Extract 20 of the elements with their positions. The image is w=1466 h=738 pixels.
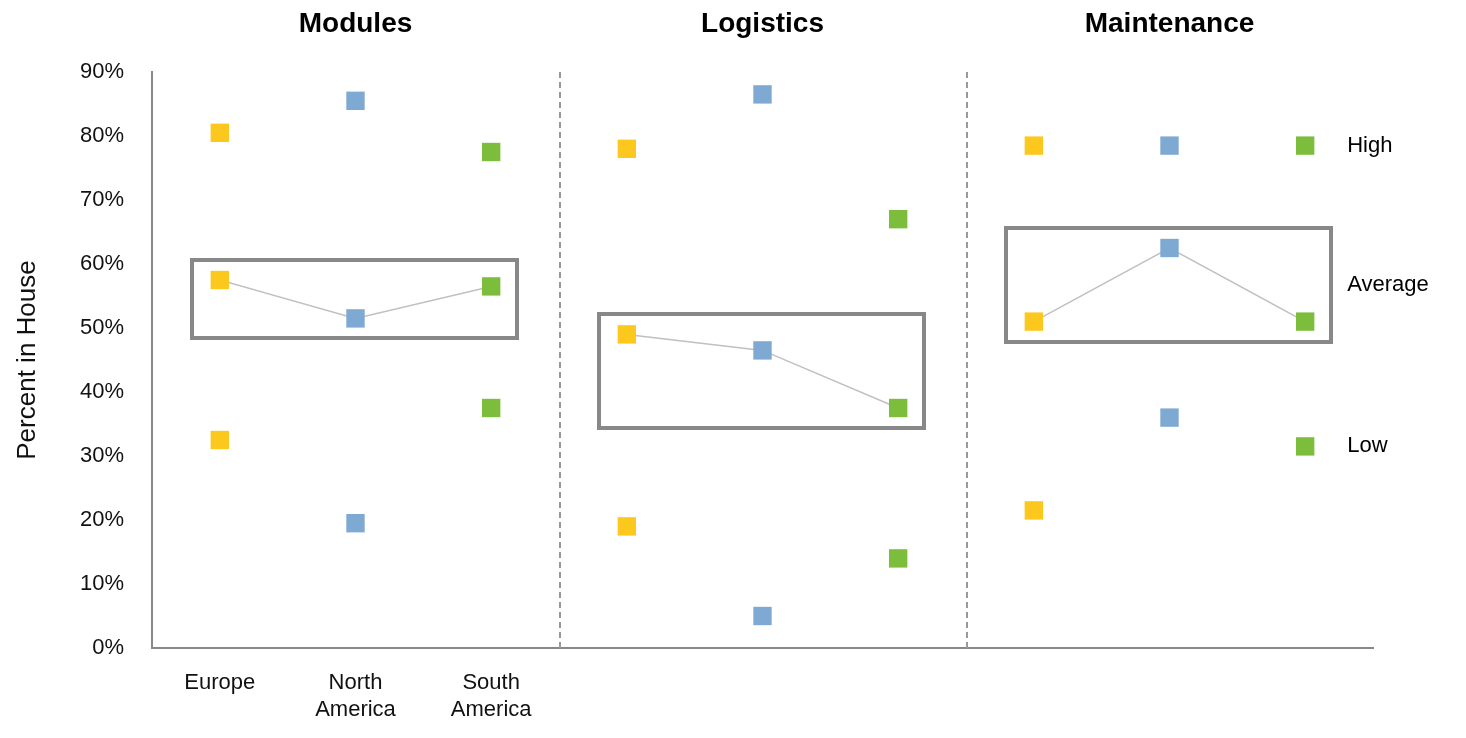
series-label: Low [1347,432,1388,458]
series-label: High [1347,131,1393,157]
y-tick-label: 50% [79,314,124,340]
y-tick-label: 90% [79,58,124,84]
text: Maintenance [1084,6,1255,38]
y-tick-label: 40% [79,378,124,404]
y-tick-label: 10% [79,570,124,596]
y-tick-label: 30% [79,442,124,468]
y-tick-label: 80% [79,122,124,148]
y-tick-label: 0% [92,634,124,660]
y-tick-label: 60% [79,250,124,276]
y-axis-title: Percent in House [10,260,41,460]
text: Modules [298,6,413,38]
x-tick-label: South America [450,669,533,721]
x-tick-label: North America [315,669,397,721]
y-tick-label: 70% [79,186,124,212]
text: Logistics [701,6,824,38]
x-tick-label: Europe [184,669,256,695]
series-label: Average [1347,270,1429,296]
y-tick-label: 20% [79,506,124,532]
